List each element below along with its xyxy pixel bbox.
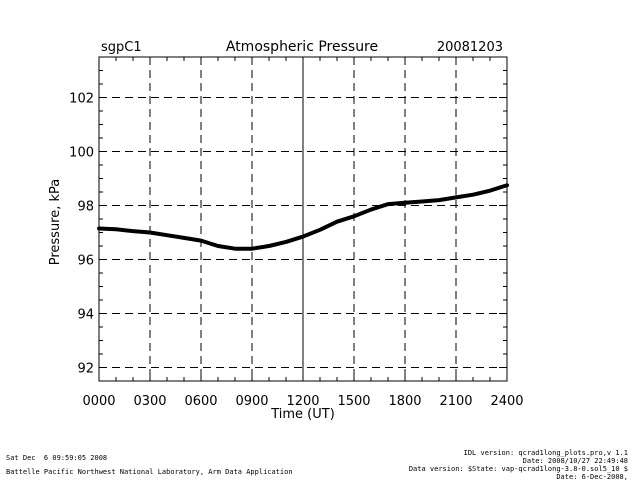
site-label: sgpC1	[101, 40, 142, 55]
plot-frame	[98, 56, 508, 382]
x-tick-label: 1500	[337, 394, 370, 409]
x-tick-labels: 0000 0300 0600 0900 1200 1500 1800 2100 2400	[82, 394, 523, 409]
x-axis-label: Time (UT)	[270, 407, 335, 422]
y-tick-label: 100	[69, 146, 94, 161]
x-tick-label: 1200	[286, 394, 319, 409]
x-tick-label: 0300	[133, 394, 166, 409]
x-tick-label: 2100	[439, 394, 472, 409]
footer-lab: Battelle Pacific Northwest National Labo…	[6, 468, 293, 476]
y-tick-label: 96	[77, 254, 94, 269]
y-axis-label: Pressure, kPa	[48, 179, 63, 266]
pressure-series-line	[97, 183, 509, 251]
y-tick-label: 92	[77, 362, 94, 377]
date-label: 20081203	[437, 40, 503, 55]
x-tick-label: 0000	[82, 394, 115, 409]
footer-idl-date: Date: 2008/10/27 22:49:48	[522, 457, 628, 465]
y-tick-label: 98	[77, 200, 94, 215]
x-tick-label: 1800	[388, 394, 421, 409]
footer-data-date: Date: 6-Dec-2008,	[556, 473, 628, 481]
footer-data-version: Data version: $State: vap-qcrad1long-3.8…	[408, 465, 628, 473]
footer-run-date: Sat Dec 6 09:59:05 2008	[6, 454, 108, 462]
x-tick-label: 0900	[235, 394, 268, 409]
x-tick-label: 2400	[490, 394, 523, 409]
footer-idl-version: IDL version: qcrad1long_plots.pro,v 1.1	[463, 449, 628, 457]
grid-lines	[99, 57, 507, 381]
y-tick-label: 94	[77, 308, 94, 323]
chart-title: Atmospheric Pressure	[226, 39, 378, 55]
y-tick-label: 102	[69, 92, 94, 107]
x-tick-label: 0600	[184, 394, 217, 409]
y-tick-labels: 92 94 96 98 100 102	[69, 92, 94, 377]
